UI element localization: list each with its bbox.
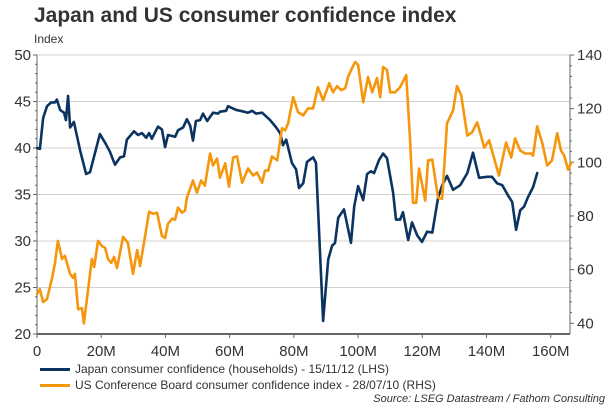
left-tick-label: 35	[14, 187, 31, 204]
series-lines	[35, 60, 573, 325]
axes	[33, 54, 574, 338]
series-line-us	[35, 60, 573, 325]
legend-item-japan: Japan consumer confidence (households) -…	[40, 361, 436, 377]
y-axis-unit-label: Index	[34, 32, 64, 46]
left-tick-label: 30	[14, 233, 31, 250]
legend: Japan consumer confidence (households) -…	[40, 361, 436, 393]
right-tick-label: 80	[577, 208, 594, 225]
chart-title: Japan and US consumer confidence index	[34, 4, 457, 27]
legend-label-us: US Conference Board consumer confidence …	[75, 378, 436, 392]
left-tick-label: 40	[14, 140, 31, 157]
x-tick-label: 60M	[215, 343, 244, 360]
right-tick-label: 120	[577, 101, 602, 118]
left-tick-label: 45	[14, 94, 31, 111]
left-tick-label: 25	[14, 280, 31, 297]
series-line-japan	[35, 94, 539, 323]
tick-labels: 20 25 30 35 40 45 50 40 60 80 100 120 140 0 20M 40M 60M 8…	[14, 47, 602, 360]
legend-item-us: US Conference Board consumer confidence …	[40, 377, 436, 393]
gridlines	[37, 54, 570, 288]
x-tick-label: 160M	[532, 343, 570, 360]
x-tick-label: 100M	[339, 343, 377, 360]
right-tick-label: 100	[577, 154, 602, 171]
x-tick-label: 80M	[279, 343, 308, 360]
right-tick-label: 40	[577, 315, 594, 332]
left-tick-label: 50	[14, 47, 31, 64]
legend-label-japan: Japan consumer confidence (households) -…	[75, 362, 389, 376]
right-tick-label: 60	[577, 262, 594, 279]
x-tick-label: 140M	[468, 343, 506, 360]
x-tick-label: 40M	[151, 343, 180, 360]
x-tick-label: 0	[33, 343, 41, 360]
left-tick-label: 20	[14, 326, 31, 343]
legend-swatch-japan	[40, 367, 70, 371]
source-note: Source: LSEG Datastream / Fathom Consult…	[373, 393, 605, 405]
right-tick-label: 140	[577, 47, 602, 64]
x-tick-label: 20M	[87, 343, 116, 360]
legend-swatch-us	[40, 383, 70, 387]
x-tick-label: 120M	[404, 343, 442, 360]
